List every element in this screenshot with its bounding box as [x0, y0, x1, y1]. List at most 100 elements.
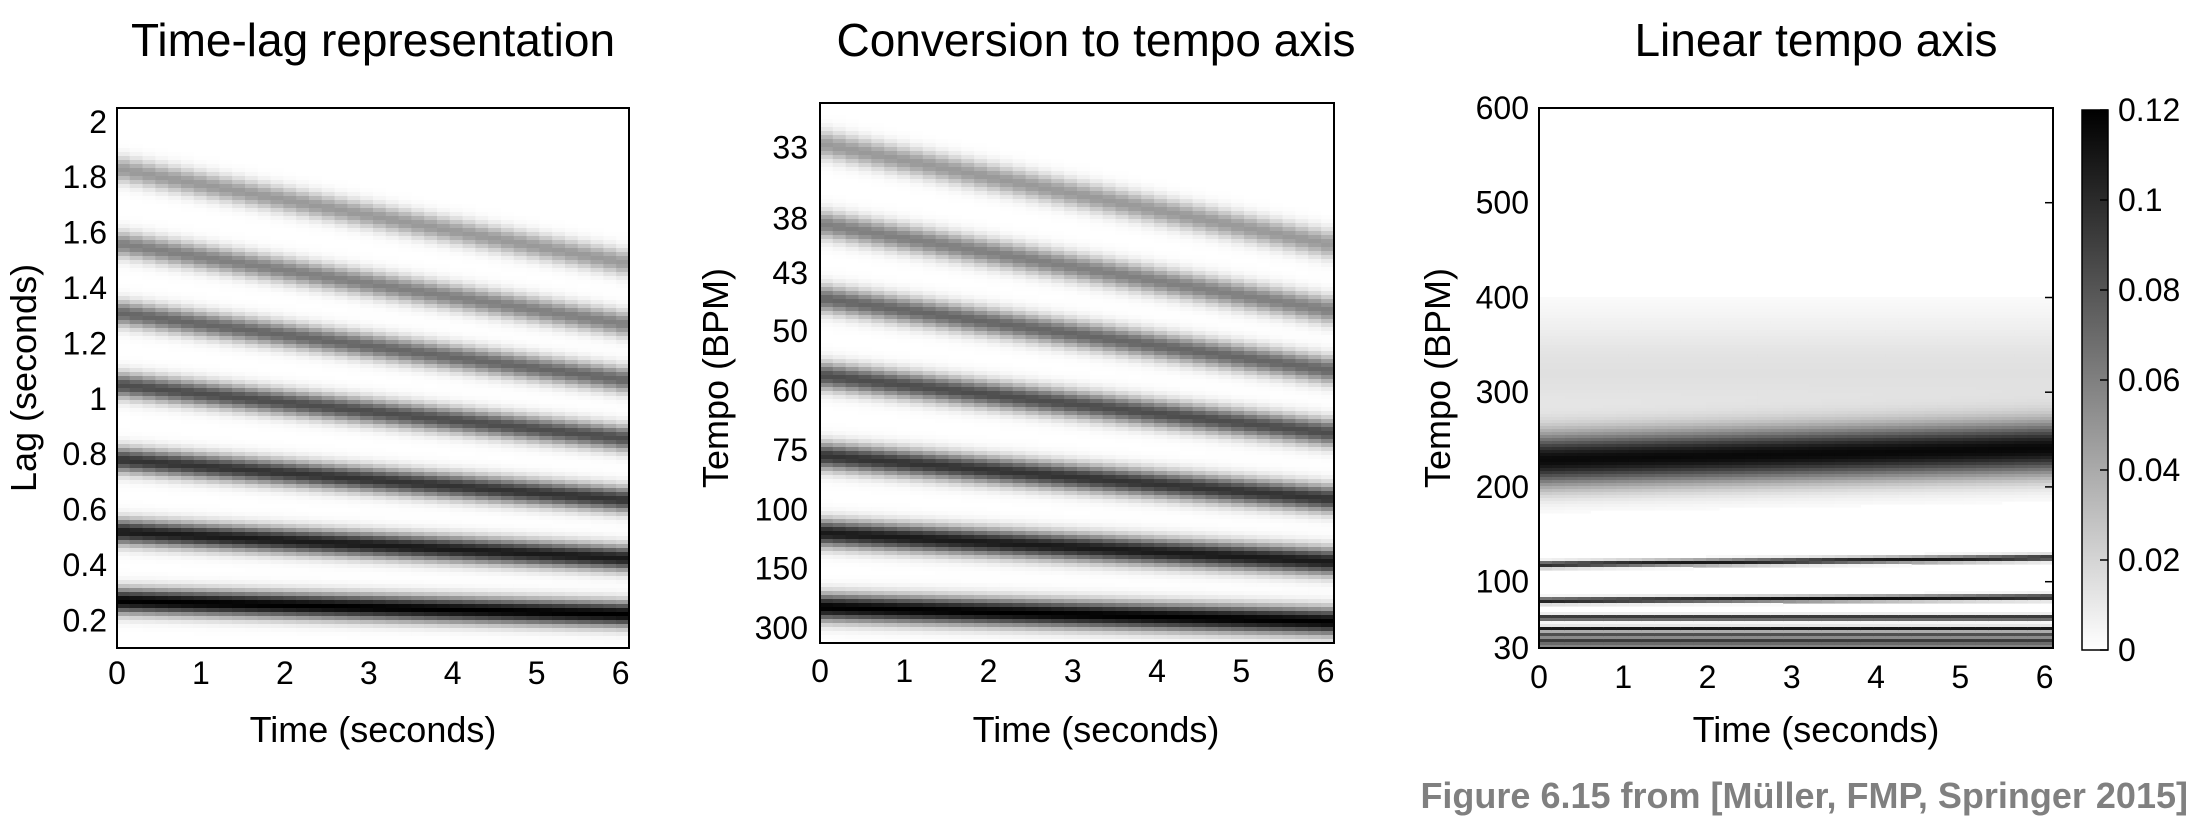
heatmap-cell: [296, 240, 310, 245]
heatmap-cell: [475, 364, 489, 369]
heatmap-cell: [245, 412, 259, 417]
heatmap-cell: [513, 540, 528, 545]
heatmap-cell: [270, 632, 284, 637]
heatmap-cell: [526, 644, 540, 649]
heatmap-cell: [283, 316, 297, 321]
heatmap-cell: [577, 496, 592, 501]
heatmap-cell: [539, 464, 553, 469]
heatmap-cell: [334, 604, 348, 609]
heatmap-cell: [565, 316, 579, 321]
heatmap-cell: [232, 376, 246, 381]
heatmap-cell: [552, 300, 566, 305]
heatmap-cell: [283, 616, 297, 621]
heatmap-cell: [360, 152, 374, 157]
heatmap-cell: [373, 376, 387, 381]
heatmap-cell: [565, 116, 579, 121]
heatmap-cell: [129, 144, 144, 149]
heatmap-cell: [411, 420, 425, 425]
heatmap-cell: [437, 200, 451, 205]
heatmap-cell: [270, 308, 284, 313]
heatmap-cell: [219, 576, 233, 581]
heatmap-cell: [577, 416, 592, 421]
heatmap-cell: [168, 344, 182, 349]
heatmap-cell: [296, 468, 310, 473]
heatmap-cell: [206, 520, 220, 525]
heatmap-cell: [373, 572, 387, 577]
heatmap-cell: [501, 544, 515, 549]
heatmap-cell: [462, 600, 476, 605]
heatmap-cell: [488, 436, 502, 441]
heatmap-cell: [501, 616, 515, 621]
heatmap-cell: [411, 372, 425, 377]
heatmap-cell: [462, 568, 476, 573]
heatmap-cell: [424, 164, 438, 169]
heatmap-cell: [449, 260, 464, 265]
heatmap-cell: [309, 368, 323, 373]
heatmap-cell: [552, 396, 566, 401]
heatmap-cell: [257, 632, 272, 637]
heatmap-cell: [168, 108, 182, 113]
heatmap-cell: [309, 292, 323, 297]
heatmap-cell: [232, 304, 246, 309]
heatmap-cell: [347, 224, 361, 229]
heatmap-cell: [513, 156, 528, 161]
heatmap-cell: [296, 232, 310, 237]
heatmap-cell: [181, 316, 195, 321]
heatmap-cell: [526, 336, 540, 341]
heatmap-cell: [283, 572, 297, 577]
heatmap-cell: [219, 396, 233, 401]
heatmap-cell: [360, 524, 374, 529]
heatmap-cell: [488, 208, 502, 213]
heatmap-cell: [398, 368, 412, 373]
heatmap-cell: [437, 520, 451, 525]
heatmap-cell: [462, 532, 476, 537]
heatmap-cell: [321, 484, 336, 489]
heatmap-cell: [526, 628, 540, 633]
heatmap-cell: [437, 168, 451, 173]
heatmap-cell: [309, 144, 323, 149]
heatmap-cell: [539, 544, 553, 549]
heatmap-cell: [296, 624, 310, 629]
heatmap-cell: [360, 604, 374, 609]
heatmap-cell: [309, 256, 323, 261]
heatmap-cell: [283, 248, 297, 253]
heatmap-cell: [526, 188, 540, 193]
heatmap-cell: [245, 504, 259, 509]
heatmap-cell: [373, 480, 387, 485]
heatmap-cell: [552, 504, 566, 509]
heatmap-cell: [257, 376, 272, 381]
heatmap-cell: [513, 576, 528, 581]
heatmap-cell: [334, 252, 348, 257]
heatmap-cell: [309, 472, 323, 477]
heatmap-cell: [232, 284, 246, 289]
heatmap-cell: [117, 328, 131, 333]
heatmap-cell: [155, 428, 169, 433]
heatmap-cell: [437, 548, 451, 553]
heatmap-cell: [398, 132, 412, 137]
heatmap-cell: [155, 324, 169, 329]
heatmap-cell: [270, 268, 284, 273]
heatmap-cell: [347, 456, 361, 461]
heatmap-cell: [552, 236, 566, 241]
heatmap-cell: [193, 216, 208, 221]
heatmap-cell: [129, 192, 144, 197]
heatmap-cell: [475, 556, 489, 561]
heatmap-cell: [565, 172, 579, 177]
heatmap-cell: [117, 152, 131, 157]
heatmap-cell: [437, 628, 451, 633]
heatmap-cell: [155, 156, 169, 161]
heatmap-cell: [565, 204, 579, 209]
heatmap-cell: [373, 152, 387, 157]
heatmap-cell: [539, 292, 553, 297]
heatmap-cell: [565, 520, 579, 525]
heatmap-cell: [219, 524, 233, 529]
heatmap-cell: [181, 276, 195, 281]
heatmap-cell: [411, 188, 425, 193]
heatmap-cell: [577, 384, 592, 389]
heatmap-cell: [309, 116, 323, 121]
heatmap-cell: [181, 600, 195, 605]
heatmap-cell: [168, 260, 182, 265]
heatmap-cell: [360, 288, 374, 293]
heatmap-cell: [193, 640, 208, 645]
heatmap-cell: [219, 636, 233, 641]
